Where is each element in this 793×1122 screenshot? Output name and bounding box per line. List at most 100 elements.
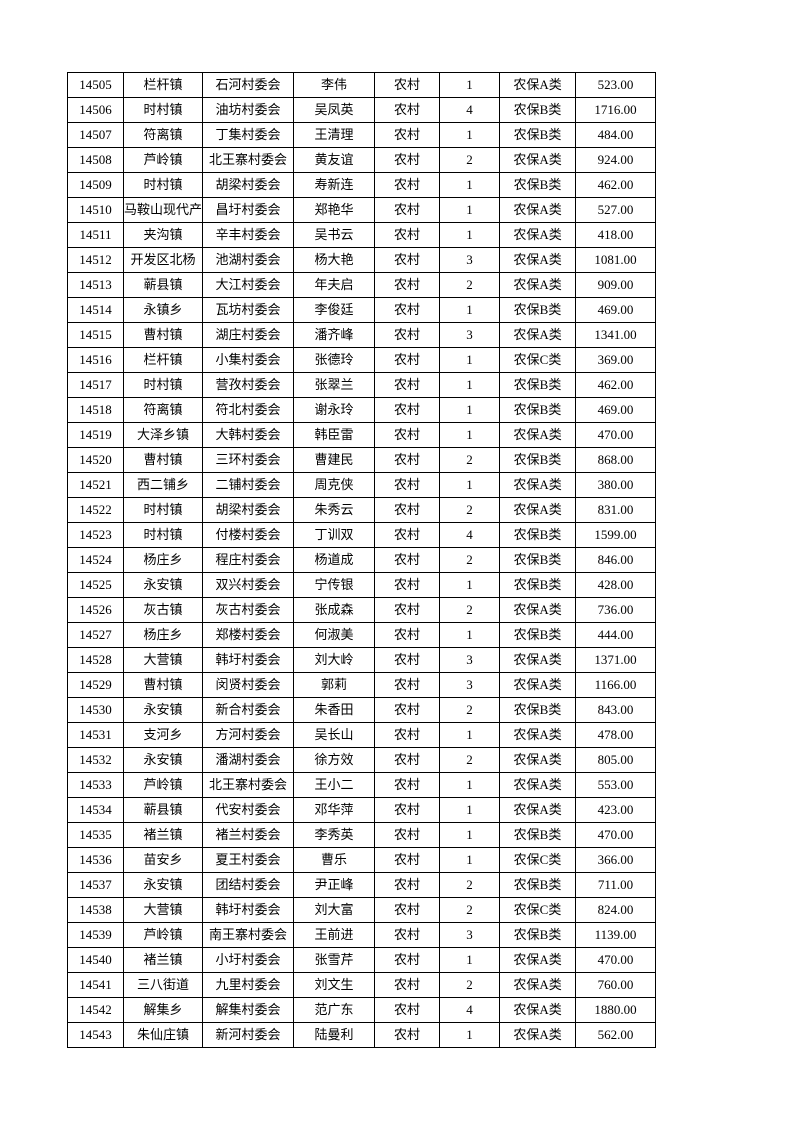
table-cell: 杨大艳 [293, 247, 376, 273]
table-cell: 1716.00 [575, 97, 657, 123]
table-cell: 农保C类 [499, 897, 577, 923]
table-cell: 永安镇 [122, 747, 204, 773]
table-cell: 2 [439, 597, 501, 623]
table-cell: 曹建民 [293, 447, 376, 473]
table-cell: 大江村委会 [202, 272, 295, 298]
table-cell: 解集村委会 [202, 997, 295, 1023]
table-cell: 农村 [374, 322, 441, 348]
table-cell: 营孜村委会 [202, 372, 295, 398]
table-cell: 代安村委会 [202, 797, 295, 823]
table-row: 14505 栏杆镇 石河村委会 李伟 农村 1 农保A类 523.00 [67, 72, 657, 98]
table-cell: 徐方效 [293, 747, 376, 773]
table-cell: 农保A类 [499, 647, 577, 673]
table-cell: 农保A类 [499, 422, 577, 448]
table-cell: 农保B类 [499, 297, 577, 323]
table-cell: 562.00 [575, 1022, 657, 1048]
table-cell: 423.00 [575, 797, 657, 823]
table-cell: 14519 [67, 422, 124, 448]
table-cell: 469.00 [575, 397, 657, 423]
table-cell: 14527 [67, 622, 124, 648]
table-cell: 14513 [67, 272, 124, 298]
table-cell: 470.00 [575, 422, 657, 448]
table-cell: 王清理 [293, 122, 376, 148]
table-row: 14528 大营镇 韩圩村委会 刘大岭 农村 3 农保A类 1371.00 [67, 647, 657, 673]
table-cell: 农村 [374, 822, 441, 848]
table-row: 14511 夹沟镇 辛丰村委会 吴书云 农村 1 农保A类 418.00 [67, 222, 657, 248]
table-cell: 小集村委会 [202, 347, 295, 373]
table-cell: 栏杆镇 [122, 347, 204, 373]
table-cell: 符离镇 [122, 122, 204, 148]
table-cell: 14532 [67, 747, 124, 773]
table-cell: 14515 [67, 322, 124, 348]
table-cell: 农保B类 [499, 122, 577, 148]
table-cell: 农村 [374, 397, 441, 423]
table-cell: 2 [439, 447, 501, 473]
table-cell: 开发区北杨 [122, 247, 204, 273]
table-cell: 868.00 [575, 447, 657, 473]
data-table: 14505 栏杆镇 石河村委会 李伟 农村 1 农保A类 523.00 14506 时村镇 油坊村委… [67, 72, 657, 1048]
table-cell: 符北村委会 [202, 397, 295, 423]
table-cell: 农保A类 [499, 322, 577, 348]
table-cell: 湖庄村委会 [202, 322, 295, 348]
table-cell: 夏王村委会 [202, 847, 295, 873]
table-cell: 芦岭镇 [122, 147, 204, 173]
table-row: 14530 永安镇 新合村委会 朱香田 农村 2 农保B类 843.00 [67, 697, 657, 723]
table-row: 14539 芦岭镇 南王寨村委会 王前进 农村 3 农保B类 1139.00 [67, 922, 657, 948]
table-cell: 支河乡 [122, 722, 204, 748]
table-cell: 农保B类 [499, 397, 577, 423]
table-cell: 农保A类 [499, 772, 577, 798]
table-cell: 农保A类 [499, 972, 577, 998]
table-row: 14521 西二铺乡 二铺村委会 周克侠 农村 1 农保A类 380.00 [67, 472, 657, 498]
table-cell: 符离镇 [122, 397, 204, 423]
table-cell: 1 [439, 722, 501, 748]
table-cell: 宁传银 [293, 572, 376, 598]
table-cell: 469.00 [575, 297, 657, 323]
table-cell: 2 [439, 872, 501, 898]
table-cell: 1 [439, 572, 501, 598]
table-cell: 农保A类 [499, 147, 577, 173]
table-cell: 农村 [374, 297, 441, 323]
table-cell: 3 [439, 247, 501, 273]
table-cell: 14536 [67, 847, 124, 873]
table-cell: 1 [439, 472, 501, 498]
table-cell: 农村 [374, 897, 441, 923]
table-cell: 韩圩村委会 [202, 647, 295, 673]
table-cell: 蕲县镇 [122, 797, 204, 823]
table-cell: 14543 [67, 1022, 124, 1048]
table-cell: 朱秀云 [293, 497, 376, 523]
table-cell: 农保A类 [499, 222, 577, 248]
table-cell: 805.00 [575, 747, 657, 773]
table-row: 14515 曹村镇 湖庄村委会 潘齐峰 农村 3 农保A类 1341.00 [67, 322, 657, 348]
table-cell: 418.00 [575, 222, 657, 248]
table-cell: 农村 [374, 697, 441, 723]
table-cell: 农村 [374, 447, 441, 473]
table-row: 14535 褚兰镇 褚兰村委会 李秀英 农村 1 农保B类 470.00 [67, 822, 657, 848]
table-cell: 年夫启 [293, 272, 376, 298]
table-cell: 农保A类 [499, 722, 577, 748]
table-cell: 农保B类 [499, 822, 577, 848]
table-row: 14512 开发区北杨 池湖村委会 杨大艳 农村 3 农保A类 1081.00 [67, 247, 657, 273]
table-cell: 农保A类 [499, 1022, 577, 1048]
table-cell: 14524 [67, 547, 124, 573]
table-cell: 2 [439, 697, 501, 723]
table-cell: 新河村委会 [202, 1022, 295, 1048]
table-cell: 小圩村委会 [202, 947, 295, 973]
table-cell: 张成森 [293, 597, 376, 623]
table-cell: 褚兰镇 [122, 947, 204, 973]
table-cell: 1 [439, 197, 501, 223]
table-cell: 李伟 [293, 72, 376, 98]
table-cell: 农保A类 [499, 472, 577, 498]
table-cell: 831.00 [575, 497, 657, 523]
table-cell: 曹村镇 [122, 447, 204, 473]
table-cell: 846.00 [575, 547, 657, 573]
table-cell: 何淑美 [293, 622, 376, 648]
table-cell: 农村 [374, 672, 441, 698]
table-cell: 北王寨村委会 [202, 772, 295, 798]
table-cell: 14542 [67, 997, 124, 1023]
table-cell: 团结村委会 [202, 872, 295, 898]
table-row: 14510 马鞍山现代产 昌圩村委会 郑艳华 农村 1 农保A类 527.00 [67, 197, 657, 223]
table-row: 14517 时村镇 营孜村委会 张翠兰 农村 1 农保B类 462.00 [67, 372, 657, 398]
table-cell: 1 [439, 122, 501, 148]
table-cell: 14526 [67, 597, 124, 623]
table-row: 14522 时村镇 胡梁村委会 朱秀云 农村 2 农保A类 831.00 [67, 497, 657, 523]
